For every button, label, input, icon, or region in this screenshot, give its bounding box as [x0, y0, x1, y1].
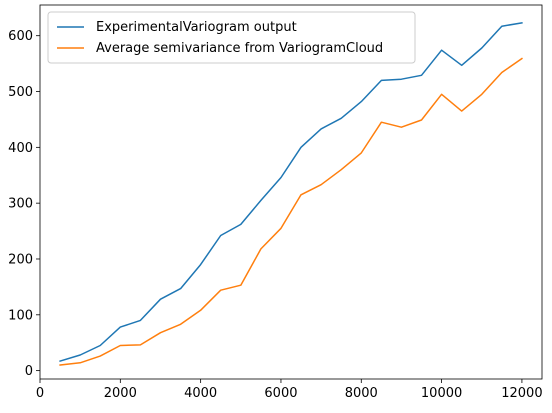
legend-label-series-1: ExperimentalVariogram output: [96, 20, 297, 35]
y-tick-label: 200: [8, 252, 33, 267]
y-tick-label: 0: [25, 364, 33, 379]
y-axis-ticks: 0 100 200 300 400 500 600: [8, 29, 40, 379]
plot-frame: [39, 4, 543, 380]
series-line-1: [59, 22, 523, 363]
y-tick-label: 500: [8, 85, 33, 100]
legend-label-series-2: Average semivariance from VariogramCloud: [96, 41, 383, 56]
x-axis-ticks: 0 2000 4000 6000 8000 10000 12000: [36, 379, 543, 401]
x-tick-label: 0: [36, 386, 44, 401]
y-tick-label: 600: [8, 29, 33, 44]
x-tick-label: 10000: [421, 386, 462, 401]
x-tick-label: 4000: [184, 386, 217, 401]
x-tick-label: 6000: [264, 386, 297, 401]
series-layer: [59, 22, 523, 366]
y-tick-label: 300: [8, 197, 33, 212]
series-line-2: [59, 57, 523, 366]
x-tick-label: 2000: [104, 386, 137, 401]
legend: ExperimentalVariogram output Average sem…: [47, 11, 416, 64]
x-tick-label: 8000: [345, 386, 378, 401]
y-tick-label: 100: [8, 308, 33, 323]
legend-box: [47, 11, 416, 64]
x-tick-label: 12000: [501, 386, 542, 401]
y-tick-label: 400: [8, 141, 33, 156]
